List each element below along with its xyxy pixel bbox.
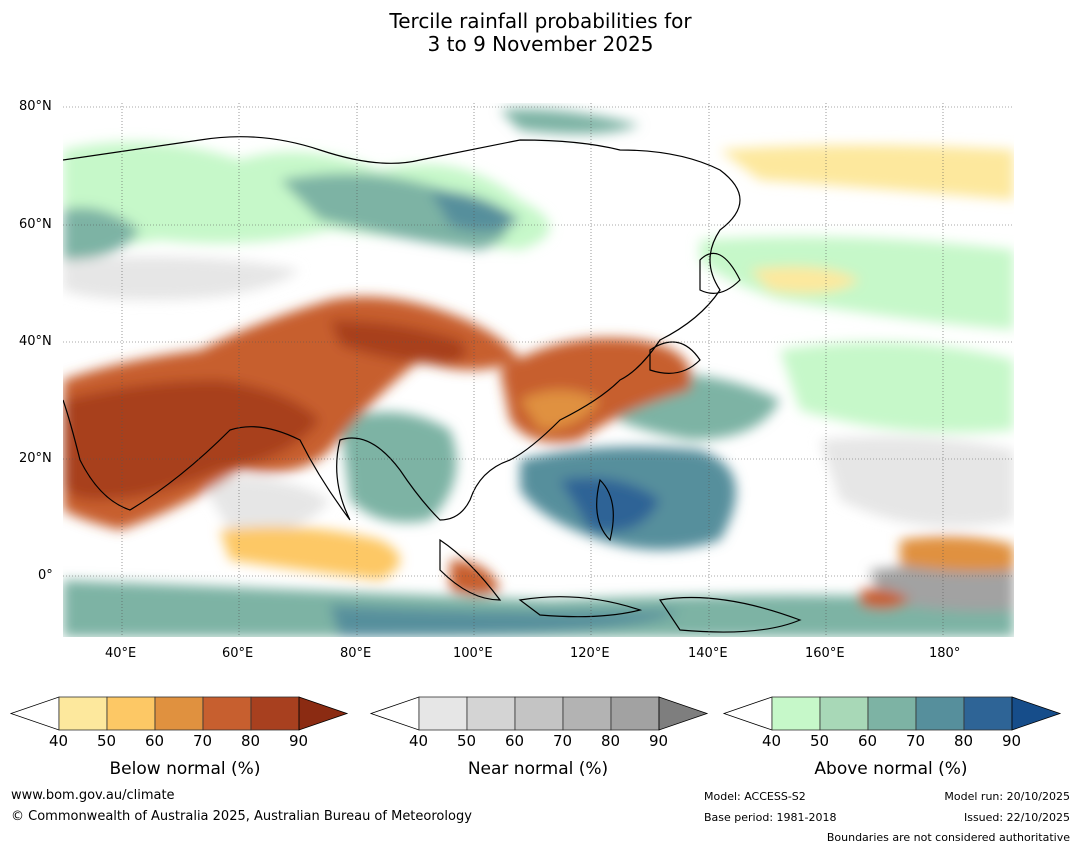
colorbar-segment <box>58 696 108 731</box>
above-normal-central-pacific <box>780 342 1014 433</box>
lon-label-160e: 160°E <box>805 646 845 661</box>
above-normal-siberia-core <box>430 190 520 232</box>
footer-website: www.bom.gov.au/climate <box>11 788 175 803</box>
above-normal-arctic <box>500 109 640 134</box>
footer-base-period: Base period: 1981-2018 <box>704 811 837 824</box>
colorbar-segment <box>466 696 516 731</box>
colorbar-near-normal <box>369 696 709 731</box>
colorbar-tick-label: 60 <box>858 732 878 750</box>
colorbar-near-normal-label: Near normal (%) <box>467 759 609 779</box>
colorbar-segment <box>106 696 156 731</box>
lat-label-60n: 60°N <box>19 217 52 232</box>
colorbars-svg <box>9 696 1062 731</box>
colorbar-tick-label: 50 <box>457 732 477 750</box>
colorbar-segment <box>562 696 612 731</box>
below-normal-northeast <box>720 145 1014 200</box>
colorbar-segment <box>418 696 468 731</box>
colorbar-segment <box>250 696 300 731</box>
colorbar-segment <box>867 696 917 731</box>
colorbar-above-normal <box>722 696 1062 731</box>
colorbar-segment <box>915 696 965 731</box>
colorbar-tick-label: 50 <box>810 732 830 750</box>
lat-label-40n: 40°N <box>19 334 52 349</box>
colorbar-tick-label: 40 <box>49 732 69 750</box>
colorbar-segment <box>9 696 60 731</box>
below-normal-china-core <box>520 390 600 430</box>
colorbar-segment <box>610 696 660 731</box>
above-normal-philippines-core <box>560 477 660 532</box>
near-normal-arabian-sea <box>200 477 330 532</box>
colorbar-segment <box>202 696 252 731</box>
lat-label-20n: 20°N <box>19 451 52 466</box>
footer-disclaimer: Boundaries are not considered authoritat… <box>826 831 1070 844</box>
below-normal-east-pacific <box>900 536 1014 572</box>
lat-label-0: 0° <box>38 568 53 583</box>
colorbar-segment <box>819 696 869 731</box>
colorbar-below-normal-label: Below normal (%) <box>109 759 261 779</box>
colorbar-segment <box>771 696 821 731</box>
below-normal-sumatra <box>450 560 500 595</box>
colorbar-tick-label: 80 <box>241 732 261 750</box>
colorbar-segment <box>369 696 420 731</box>
colorbar-tick-label: 80 <box>954 732 974 750</box>
colorbar-tick-label: 70 <box>553 732 573 750</box>
near-normal-pacific <box>820 436 1014 527</box>
lon-label-100e: 100°E <box>453 646 493 661</box>
colorbar-tick-label: 80 <box>601 732 621 750</box>
colorbar-tick-label: 90 <box>649 732 669 750</box>
colorbar-segment <box>298 696 349 731</box>
map-title-line1: Tercile rainfall probabilities for <box>389 9 692 33</box>
above-normal-north-pacific <box>700 236 1014 330</box>
below-normal-south-pacific <box>860 588 910 609</box>
above-normal-south <box>63 580 1014 637</box>
lon-label-140e: 140°E <box>688 646 728 661</box>
below-normal-arabia <box>63 380 320 500</box>
gridlines <box>63 103 1014 637</box>
footer-copyright: © Commonwealth of Australia 2025, Austra… <box>11 809 472 824</box>
below-normal-indian-ocean <box>220 526 400 580</box>
colorbar-segment <box>154 696 204 731</box>
footer-model: Model: ACCESS-S2 <box>704 790 806 803</box>
colorbar-below-normal <box>9 696 349 731</box>
lon-label-60e: 60°E <box>222 646 254 661</box>
lon-label-120e: 120°E <box>570 646 610 661</box>
below-normal-central-asia <box>330 320 467 365</box>
colorbar-segment <box>722 696 773 731</box>
lat-label-80n: 80°N <box>19 99 52 114</box>
map-title-line2: 3 to 9 November 2025 <box>427 32 654 56</box>
footer-issued: Issued: 22/10/2025 <box>963 811 1070 824</box>
below-normal-kamchatka <box>750 266 860 294</box>
colorbar-segment <box>963 696 1013 731</box>
colorbar-tick-label: 70 <box>193 732 213 750</box>
above-normal-south-core <box>330 605 680 637</box>
lon-label-80e: 80°E <box>340 646 372 661</box>
colorbar-above-normal-label: Above normal (%) <box>814 759 968 779</box>
footer-model-run: Model run: 20/10/2025 <box>944 790 1070 803</box>
colorbar-tick-label: 70 <box>906 732 926 750</box>
colorbar-tick-label: 50 <box>97 732 117 750</box>
above-normal-scandinavia <box>63 207 140 260</box>
lon-label-40e: 40°E <box>105 646 137 661</box>
colorbar-segment <box>514 696 564 731</box>
coastlines <box>63 136 802 633</box>
lon-label-180: 180° <box>929 646 961 661</box>
colorbar-tick-label: 90 <box>1002 732 1022 750</box>
colorbar-tick-label: 90 <box>289 732 309 750</box>
colorbar-tick-label: 40 <box>409 732 429 750</box>
colorbar-segment <box>1011 696 1062 731</box>
colorbar-tick-label: 40 <box>762 732 782 750</box>
colorbar-tick-label: 60 <box>505 732 525 750</box>
colorbar-segment <box>658 696 709 731</box>
colorbar-tick-label: 60 <box>145 732 165 750</box>
